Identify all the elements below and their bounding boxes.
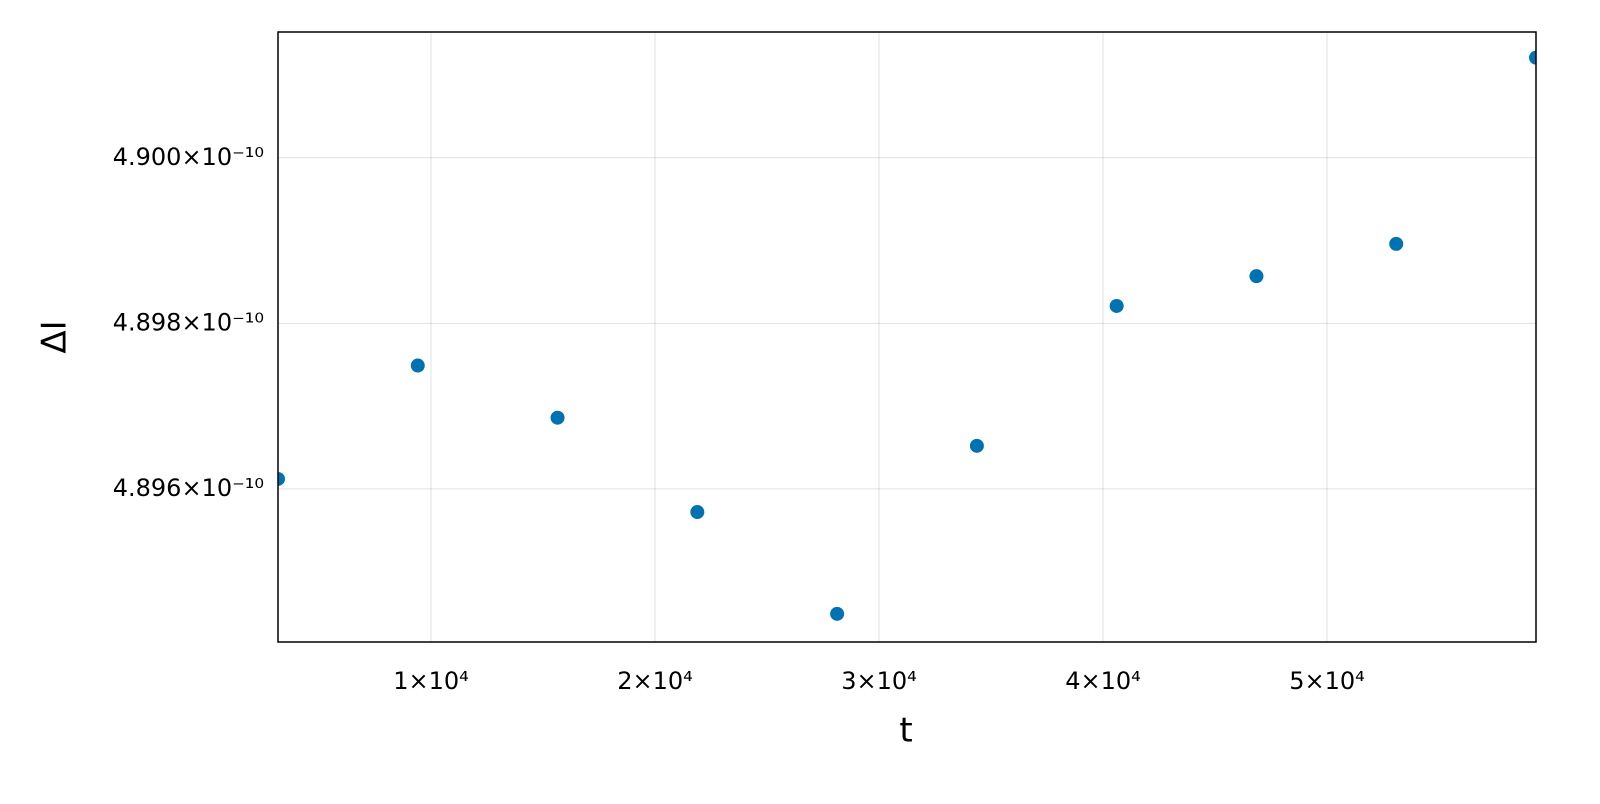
point (969, 438, 984, 453)
grid (278, 32, 1536, 642)
y-tick-label: 4.896×10⁻¹⁰ (113, 474, 264, 502)
y-axis-label: ΔI (35, 320, 75, 353)
x-tick-label: 1×10⁴ (393, 667, 469, 695)
point (1109, 298, 1124, 313)
x-axis-label: t (899, 711, 912, 751)
point (550, 410, 565, 425)
x-tick-label: 2×10⁴ (617, 667, 693, 695)
point (278, 471, 285, 486)
x-tick-label: 5×10⁴ (1289, 667, 1365, 695)
y-tick-label: 4.900×10⁻¹⁰ (113, 143, 264, 171)
point (1249, 269, 1264, 284)
plot-frame (277, 31, 1537, 643)
x-tick-label: 3×10⁴ (841, 667, 917, 695)
point (1389, 236, 1404, 251)
point (830, 606, 845, 621)
x-tick-label: 4×10⁴ (1065, 667, 1141, 695)
point (1529, 50, 1536, 65)
point (410, 358, 425, 373)
points (278, 50, 1536, 621)
point (690, 505, 705, 520)
y-tick-label: 4.898×10⁻¹⁰ (113, 308, 264, 336)
